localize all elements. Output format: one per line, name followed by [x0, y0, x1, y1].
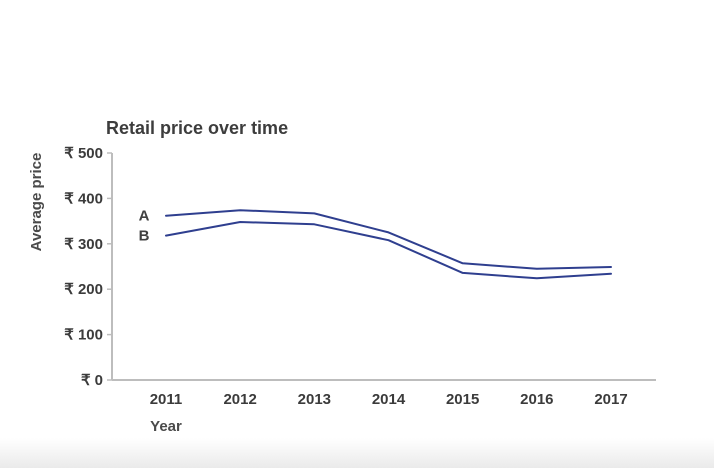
- x-tick-label: 2013: [298, 391, 331, 408]
- bottom-shade: [0, 438, 714, 468]
- y-axis-label: Average price: [28, 153, 45, 252]
- x-tick-label: 2017: [594, 391, 627, 408]
- series-line-b: [165, 221, 612, 280]
- x-tick-label: 2014: [372, 391, 406, 408]
- series-labels: AB: [139, 208, 150, 245]
- y-tick-label: ₹ 500: [64, 145, 103, 162]
- y-tick-label: ₹ 200: [64, 281, 103, 298]
- series-line-a: [165, 209, 612, 270]
- y-ticks: ₹ 0 ₹ 100 ₹ 200 ₹ 300 ₹ 400 ₹ 500: [64, 145, 112, 389]
- y-tick-label: ₹ 0: [81, 372, 103, 389]
- chart-title: Retail price over time: [106, 118, 288, 138]
- x-tick-label: 2011: [150, 391, 183, 408]
- x-ticks: 2011 2012 2013 2014 2015 2016 2017: [150, 391, 628, 408]
- x-tick-label: 2016: [520, 391, 553, 408]
- series-lines: [165, 209, 612, 280]
- series-label-a: A: [139, 208, 150, 225]
- y-tick-label: ₹ 400: [64, 190, 103, 207]
- series-label-b: B: [139, 228, 150, 245]
- y-tick-label: ₹ 100: [64, 327, 103, 344]
- x-tick-label: 2012: [223, 391, 256, 408]
- y-tick-label: ₹ 300: [64, 236, 103, 253]
- x-axis-label: Year: [150, 418, 182, 435]
- x-tick-label: 2015: [446, 391, 479, 408]
